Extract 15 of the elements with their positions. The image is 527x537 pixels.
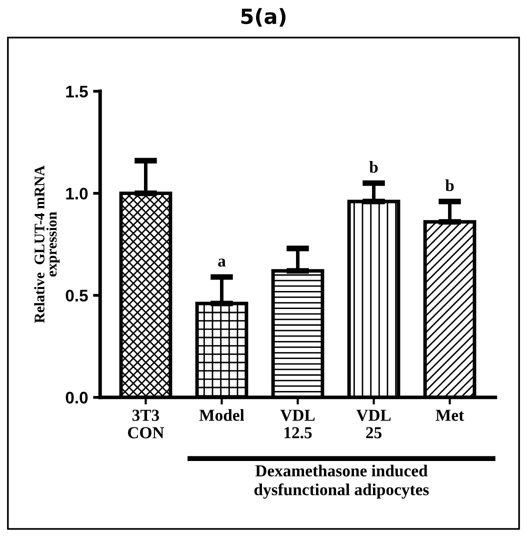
annotation: b (445, 179, 454, 192)
chart-title: 5(a) (241, 8, 286, 27)
y-tick-label: 0.0 (66, 392, 88, 404)
y-tick-label: 1.5 (66, 86, 88, 98)
annotation: b (369, 161, 378, 173)
x-tick-label: VDL 25 (356, 410, 391, 438)
x-tick-label: Met (436, 410, 464, 421)
x-tick-label: Model (199, 409, 244, 421)
x-tick-label: 3T3 CON (128, 410, 164, 438)
text: Dexamethasone induced dysfunctional adipocytes (254, 464, 429, 499)
x-tick-label: VDL 12.5 (280, 410, 315, 438)
annotation: a (218, 258, 226, 267)
y-axis-title: Relative GLUT-4 mRNA expression (34, 166, 60, 324)
y-tick-label: 1.0 (66, 188, 88, 200)
y-tick-label: 0.5 (66, 290, 88, 302)
